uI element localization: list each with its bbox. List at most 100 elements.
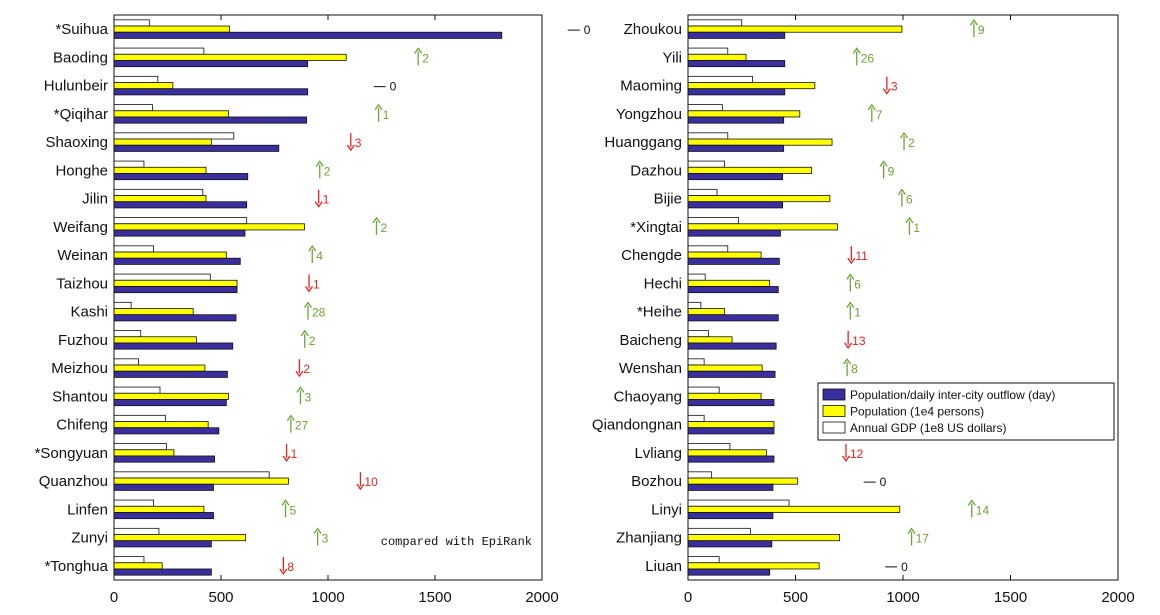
bar-outflow xyxy=(113,399,227,407)
x-tick-label: 2000 xyxy=(1101,589,1134,606)
bar-population xyxy=(113,392,229,400)
bar-population xyxy=(113,166,207,174)
rank-up-arrowhead xyxy=(846,273,855,280)
bar-outflow xyxy=(113,31,503,39)
city-label: *Songyuan xyxy=(35,445,108,462)
rank-change-label: 4 xyxy=(316,249,323,263)
bar-gdp xyxy=(687,358,705,366)
bar-gdp xyxy=(113,330,142,338)
rank-up-arrowhead xyxy=(303,301,313,308)
bar-gdp xyxy=(113,556,145,564)
bar-outflow xyxy=(687,568,771,576)
rank-change-label: 1 xyxy=(913,221,920,235)
city-label: Dazhou xyxy=(630,162,682,179)
bar-gdp xyxy=(687,414,705,422)
city-label: Taizhou xyxy=(56,275,108,292)
bar-outflow xyxy=(687,370,776,378)
bar-population xyxy=(687,279,771,287)
city-label: Zhoukou xyxy=(624,21,682,38)
rank-down-arrowhead xyxy=(279,568,288,576)
city-label: Maoming xyxy=(620,78,682,95)
city-label: Hulunbeir xyxy=(44,78,108,95)
city-label: Linyi xyxy=(651,501,682,518)
bar-gdp xyxy=(113,75,159,83)
rank-change-label: 10 xyxy=(364,475,378,489)
rank-change-label: 0 xyxy=(584,23,591,37)
x-tick-label: 500 xyxy=(783,589,808,606)
city-label: Liuan xyxy=(645,558,682,575)
chart-panel-1: *Suihua 0 Baoding 2 Hulunbeir 0 *Qiqihar 1 Shaox… xyxy=(35,14,591,606)
legend-swatch xyxy=(822,388,846,401)
city-label: Kashi xyxy=(70,304,108,321)
bar-gdp xyxy=(113,19,150,27)
bar-population xyxy=(113,477,289,485)
bar-outflow xyxy=(687,144,785,152)
bar-outflow xyxy=(113,229,246,237)
bar-population xyxy=(113,82,174,90)
bar-population xyxy=(113,251,227,259)
bar-population xyxy=(113,421,209,429)
rank-down-arrowhead xyxy=(346,144,355,152)
bar-gdp xyxy=(687,104,723,112)
bar-outflow xyxy=(687,60,786,68)
bar-gdp xyxy=(687,188,718,196)
bar-population xyxy=(113,279,238,287)
x-tick-label: 1000 xyxy=(886,589,919,606)
x-tick-label: 0 xyxy=(684,589,692,606)
bar-gdp xyxy=(113,160,145,168)
x-tick-label: 1500 xyxy=(994,589,1027,606)
bar-outflow xyxy=(113,60,309,68)
rank-change-label: 13 xyxy=(852,334,866,348)
x-tick-label: 0 xyxy=(110,589,118,606)
bar-gdp xyxy=(687,160,725,168)
bar-gdp xyxy=(113,443,167,451)
bar-population xyxy=(687,505,901,513)
city-label: Baicheng xyxy=(619,332,682,349)
bar-outflow xyxy=(687,286,779,294)
bar-gdp xyxy=(113,47,205,55)
bar-population xyxy=(687,82,816,90)
city-label: Jilin xyxy=(82,191,108,208)
city-label: Zunyi xyxy=(71,530,108,547)
rank-change-label: 1 xyxy=(383,108,390,122)
bar-gdp xyxy=(687,330,709,338)
rank-change-label: 1 xyxy=(854,306,861,320)
bar-population xyxy=(687,25,903,33)
rank-change-label: 1 xyxy=(291,447,298,461)
legend: Population/daily inter-city outflow (day… xyxy=(817,382,1115,441)
city-label: Baoding xyxy=(53,49,108,66)
bar-gdp xyxy=(113,245,154,253)
city-label: Lvliang xyxy=(634,445,682,462)
city-label: Yongzhou xyxy=(616,106,682,123)
bar-population xyxy=(687,195,831,203)
bar-gdp xyxy=(113,471,270,479)
rank-down-arrowhead xyxy=(356,483,365,491)
rank-up-arrowhead xyxy=(905,216,914,224)
bar-outflow xyxy=(687,116,785,124)
bar-outflow xyxy=(687,257,780,265)
bar-outflow xyxy=(687,483,774,491)
bar-gdp xyxy=(687,19,743,27)
bar-outflow xyxy=(113,427,220,435)
bar-population xyxy=(687,110,801,118)
rank-up-arrowhead xyxy=(843,357,852,365)
bar-population xyxy=(687,336,733,344)
city-label: Yili xyxy=(663,49,682,66)
legend-label: Annual GDP (1e8 US dollars) xyxy=(850,421,1007,435)
rank-up-arrowhead xyxy=(414,47,423,54)
bar-outflow xyxy=(113,455,215,463)
x-tick-label: 2000 xyxy=(525,589,558,606)
city-label: Shaoxing xyxy=(45,134,108,151)
bar-outflow xyxy=(687,512,774,520)
city-label: *Xingtai xyxy=(630,219,682,236)
bar-population xyxy=(687,534,840,542)
rank-change-label: 0 xyxy=(390,80,397,94)
legend-label: Population/daily inter-city outflow (day… xyxy=(850,388,1055,402)
rank-up-arrowhead xyxy=(308,244,317,252)
bar-population xyxy=(113,336,197,344)
bar-population xyxy=(113,138,212,146)
rank-change-label: 1 xyxy=(323,193,330,207)
city-label: *Heihe xyxy=(637,304,682,321)
bar-outflow xyxy=(113,144,280,152)
